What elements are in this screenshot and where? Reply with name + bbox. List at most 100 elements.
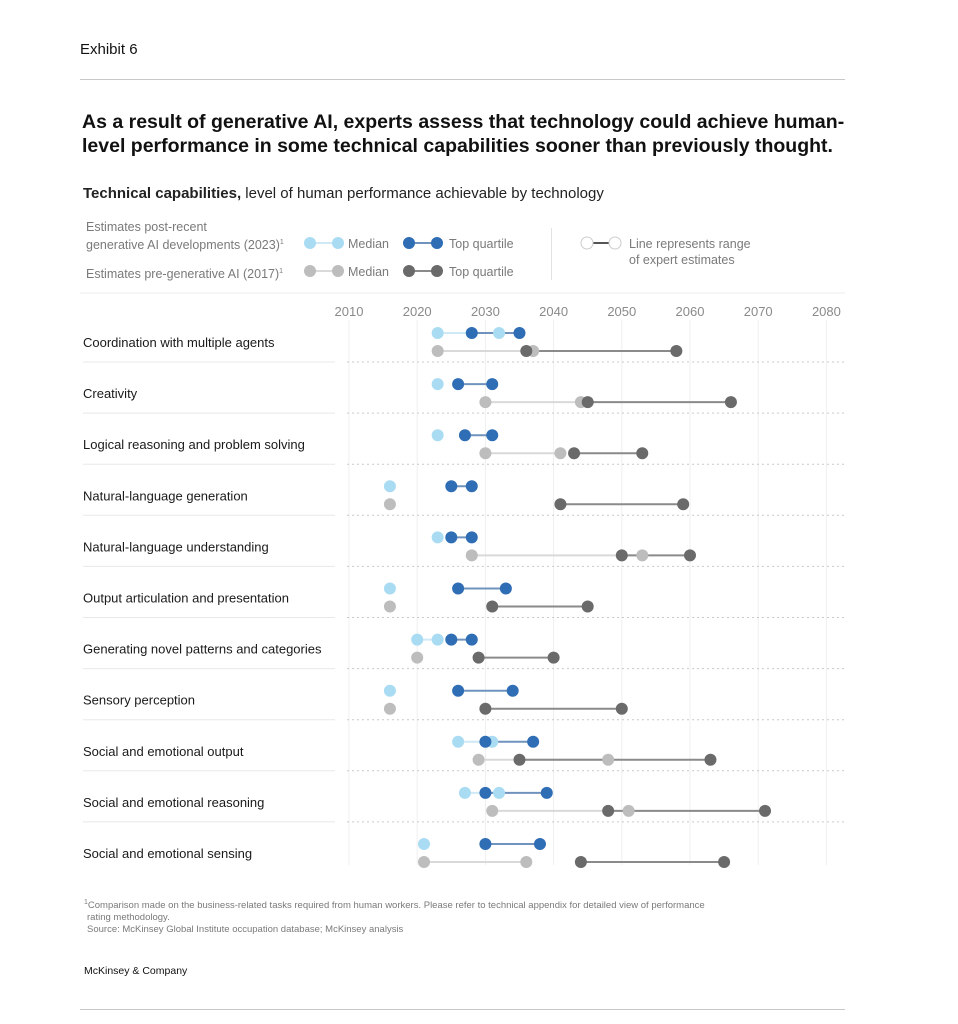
top-quartile-2017-high-point: [547, 651, 560, 664]
footnote: 1Comparison made on the business-related…: [84, 897, 705, 936]
median-2023-low-point: [431, 531, 444, 544]
row-label: Social and emotional reasoning: [83, 795, 264, 810]
legend-top-2017-swatch: [403, 265, 443, 277]
top-quartile-2023-low-point: [445, 531, 458, 544]
top-quartile-2023-high-point: [465, 633, 478, 646]
top-quartile-2017-high-point: [704, 753, 717, 766]
top-quartile-2017-low-point: [574, 856, 587, 868]
row-label: Creativity: [83, 386, 138, 401]
median-2017-low-point: [479, 447, 492, 460]
top-quartile-2023-low-point: [452, 684, 465, 697]
x-tick-label: 2040: [539, 304, 568, 319]
median-2023-low-point: [431, 327, 444, 339]
median-2017-high-point: [602, 753, 615, 766]
row-label: Natural-language understanding: [83, 539, 269, 554]
legend-swatches: [80, 236, 845, 294]
legend-post-label-line2: generative AI developments (2023)1: [86, 235, 284, 253]
median-2017-low-point: [383, 600, 396, 613]
top-quartile-2023-low-point: [445, 480, 458, 493]
legend-post-label-text: generative AI developments (2023): [86, 238, 280, 253]
top-quartile-2017-high-point: [581, 600, 594, 613]
footnote-text: Comparison made on the business-related …: [87, 900, 705, 912]
top-quartile-2017-high-point: [636, 447, 649, 460]
top-quartile-2017-low-point: [615, 549, 628, 562]
median-2017-low-point: [383, 498, 396, 511]
top-quartile-2017-low-point: [486, 600, 499, 613]
median-2023-low-point: [383, 684, 396, 697]
legend-median-2023: Median: [348, 237, 389, 251]
top-quartile-2023-high-point: [527, 735, 540, 748]
chart-title: As a result of generative AI, experts as…: [82, 111, 845, 157]
top-quartile-2023-low-point: [479, 735, 492, 748]
chart-subtitle: Technical capabilities, level of human p…: [83, 185, 604, 202]
brand-name: McKinsey & Company: [84, 965, 188, 977]
x-tick-label: 2020: [403, 304, 432, 319]
top-quartile-2017-low-point: [602, 804, 615, 817]
legend-range-swatch: [580, 236, 622, 250]
x-tick-label: 2050: [607, 304, 636, 319]
row-label: Natural-language generation: [83, 488, 248, 503]
top-quartile-2017-low-point: [520, 345, 533, 357]
x-tick-label: 2060: [676, 304, 705, 319]
top-divider: [80, 79, 845, 80]
top-quartile-2023-low-point: [452, 582, 465, 595]
row-label: Social and emotional sensing: [83, 846, 252, 861]
median-2017-high-point: [622, 804, 635, 817]
median-2017-low-point: [486, 804, 499, 817]
median-2023-low-point: [458, 786, 471, 799]
median-2023-low-point: [431, 429, 444, 442]
footnote-line2: rating methodology.: [87, 912, 170, 924]
top-quartile-2023-high-point: [506, 684, 519, 697]
row-label: Coordination with multiple agents: [83, 335, 275, 350]
top-quartile-2017-low-point: [568, 447, 581, 460]
top-quartile-2017-high-point: [615, 702, 628, 715]
top-quartile-2023-low-point: [445, 633, 458, 646]
median-2017-low-point: [479, 396, 492, 409]
legend-top-2023-swatch: [403, 237, 443, 249]
top-quartile-2023-high-point: [486, 429, 499, 442]
x-tick-label: 2080: [812, 304, 841, 319]
top-quartile-2017-low-point: [581, 396, 594, 409]
median-2017-low-point: [411, 651, 424, 664]
top-quartile-2023-high-point: [499, 582, 512, 595]
top-quartile-2017-low-point: [472, 651, 485, 664]
footnote-line1: 1Comparison made on the business-related…: [84, 897, 705, 912]
legend-median-2017-swatch: [304, 265, 344, 277]
top-quartile-2023-high-point: [540, 786, 553, 799]
median-2017-low-point: [465, 549, 478, 562]
bottom-divider: [80, 1009, 845, 1010]
top-quartile-2017-low-point: [554, 498, 567, 511]
top-quartile-2023-low-point: [458, 429, 471, 442]
top-quartile-2017-low-point: [479, 702, 492, 715]
legend-range-note: Line represents range of expert estimate…: [629, 236, 751, 268]
median-2023-low-point: [383, 582, 396, 595]
legend-pre-label: Estimates pre-generative AI (2017)1: [86, 264, 283, 282]
legend-post-label: Estimates post-recent generative AI deve…: [86, 219, 284, 253]
x-tick-label: 2010: [335, 304, 364, 319]
top-quartile-2023-low-point: [479, 838, 492, 850]
median-2023-low-point: [383, 480, 396, 493]
legend-top-2017: Top quartile: [449, 265, 514, 279]
median-2023-low-point: [452, 735, 465, 748]
footnote-mark: 1: [84, 899, 88, 906]
source-note: Source: McKinsey Global Institute occupa…: [87, 924, 404, 936]
dumbbell-chart: 2010 2020 2030 2040 2050 2060 2070 2080 Coordina…: [83, 304, 845, 868]
row-label: Generating novel patterns and categories: [83, 642, 322, 657]
median-2023-high-point: [493, 327, 506, 339]
x-tick-label: 2030: [471, 304, 500, 319]
row-label: Social and emotional output: [83, 744, 244, 759]
top-quartile-2023-high-point: [465, 480, 478, 493]
median-2017-low-point: [472, 753, 485, 766]
median-2017-high-point: [554, 447, 567, 460]
median-2017-high-point: [636, 549, 649, 562]
row-label: Output articulation and presentation: [83, 591, 289, 606]
top-quartile-2017-high-point: [759, 804, 772, 817]
median-2017-low-point: [418, 856, 431, 868]
median-2023-high-point: [493, 786, 506, 799]
row-label: Sensory perception: [83, 693, 195, 708]
top-quartile-2023-low-point: [465, 327, 478, 339]
legend-range-line2: of expert estimates: [629, 253, 735, 267]
top-quartile-2023-high-point: [513, 327, 526, 339]
top-quartile-2017-high-point: [724, 396, 737, 409]
